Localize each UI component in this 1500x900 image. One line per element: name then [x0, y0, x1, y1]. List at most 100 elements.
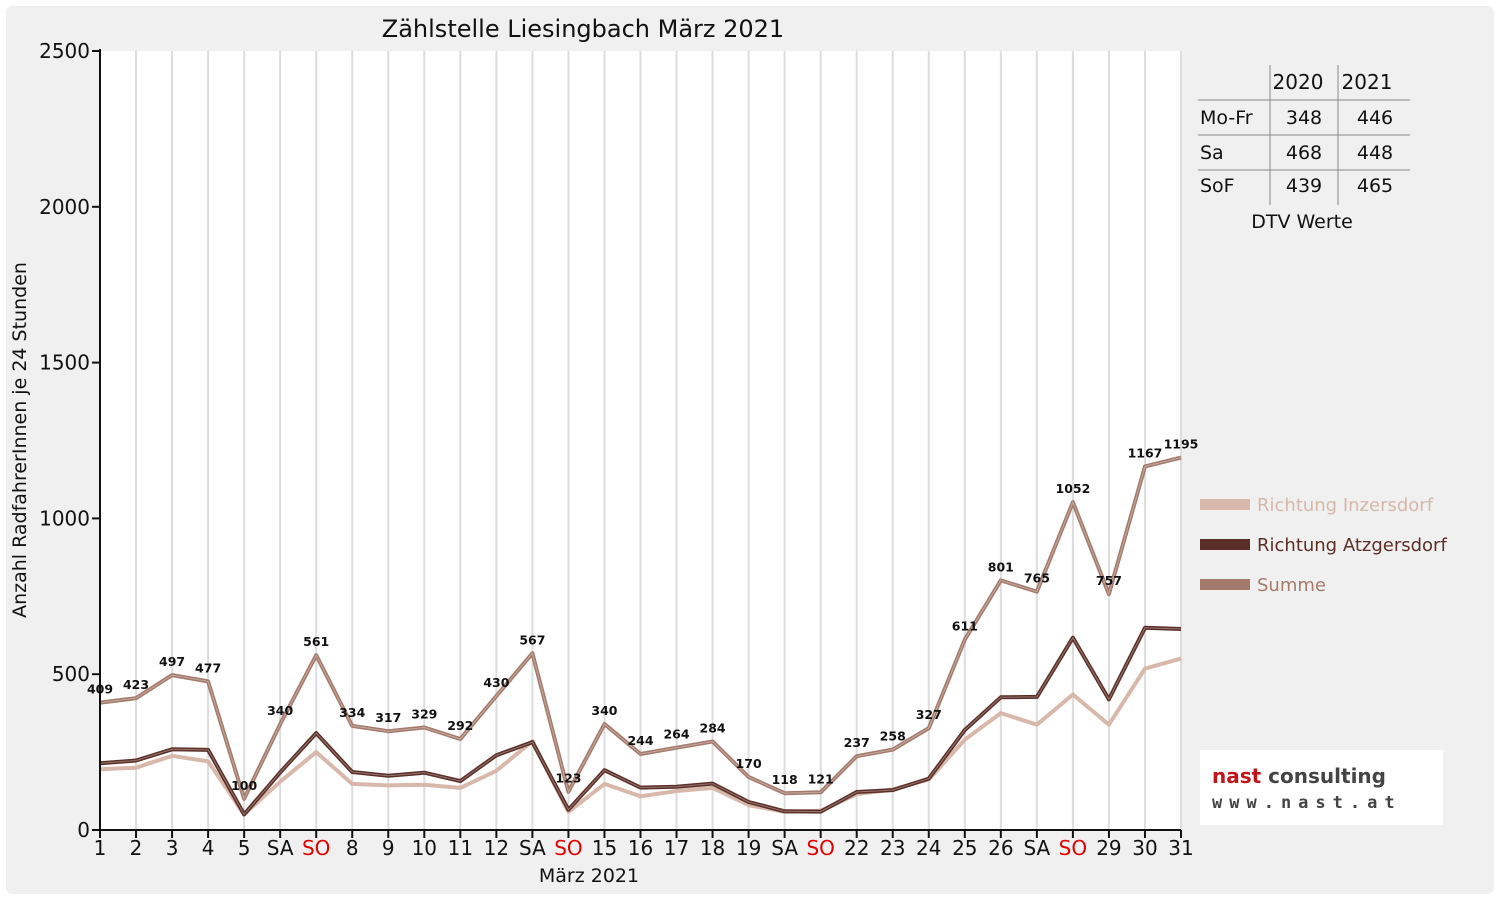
x-tick-label: SA	[771, 836, 798, 860]
legend-label: Richtung Inzersdorf	[1257, 495, 1434, 516]
x-tick-label: 11	[448, 836, 473, 860]
table-cell: 446	[1357, 107, 1393, 129]
y-tick-label: 500	[52, 662, 90, 686]
series-line-richtung-atzgersdorf	[99, 625, 1182, 817]
x-tick-label: 31	[1168, 836, 1193, 860]
legend-swatch	[1200, 579, 1250, 590]
data-label: 244	[627, 733, 653, 748]
x-tick-label: 10	[412, 836, 437, 860]
data-label: 430	[483, 675, 509, 690]
legend: Richtung Inzersdorf Richtung Atzgersdorf S…	[1200, 495, 1447, 596]
table-cell: 448	[1357, 142, 1393, 164]
data-label: 118	[772, 772, 798, 787]
x-tick-label: 2	[130, 836, 143, 860]
data-label: 317	[375, 710, 401, 725]
logo-word-nast: nast	[1212, 764, 1262, 788]
logo-url: www.nast.at	[1212, 793, 1402, 813]
table-cell: 348	[1286, 107, 1322, 129]
table-row-label: Mo-Fr	[1200, 107, 1253, 129]
nast-consulting-logo: nast consulting www.nast.at	[1200, 750, 1443, 825]
data-label: 123	[555, 771, 581, 786]
series-lines	[99, 455, 1182, 817]
table-cell: 439	[1286, 175, 1322, 197]
data-label: 284	[700, 721, 726, 736]
table-row-label: Sa	[1200, 142, 1224, 164]
x-tick-label: 26	[988, 836, 1013, 860]
data-label: 292	[447, 718, 473, 733]
dtv-table: 2020 2021 Mo-Fr 348 446 Sa 468 448 SoF 4…	[1198, 65, 1410, 233]
x-tick-label: 18	[700, 836, 725, 860]
data-label: 170	[736, 756, 762, 771]
x-tick-label: SA	[519, 836, 546, 860]
x-tick-label: 15	[592, 836, 617, 860]
x-tick-label: 24	[916, 836, 941, 860]
data-label: 423	[123, 677, 149, 692]
data-label: 497	[159, 654, 185, 669]
table-caption: DTV Werte	[1251, 211, 1353, 233]
data-label: 1167	[1128, 445, 1163, 460]
data-label: 334	[339, 705, 365, 720]
data-label: 561	[303, 634, 329, 649]
x-tick-label: 5	[238, 836, 251, 860]
x-tick-label: SO	[302, 836, 330, 860]
y-tick-label: 1500	[39, 351, 90, 375]
table-cell: 465	[1357, 175, 1393, 197]
y-tick-label: 0	[77, 818, 90, 842]
series-line-summe	[99, 455, 1182, 801]
data-label: 567	[519, 632, 545, 647]
x-tick-label: 1	[94, 836, 107, 860]
data-label: 237	[844, 735, 870, 750]
x-tick-label: 4	[202, 836, 215, 860]
data-label: 329	[411, 706, 437, 721]
x-tick-label: 3	[166, 836, 179, 860]
y-tick-labels: 0 500 1000 1500 2000 2500	[39, 39, 90, 842]
data-label: 409	[87, 682, 113, 697]
y-tick-label: 1000	[39, 506, 90, 530]
x-axis-label: März 2021	[539, 865, 639, 887]
chart-title: Zählstelle Liesingbach März 2021	[382, 15, 784, 43]
data-label: 611	[952, 619, 978, 634]
data-label: 327	[916, 707, 942, 722]
table-row-label: SoF	[1200, 175, 1235, 197]
x-tick-label: 19	[736, 836, 761, 860]
data-label: 765	[1024, 571, 1050, 586]
y-tick-label: 2500	[39, 39, 90, 63]
x-tick-label: SA	[267, 836, 294, 860]
x-tick-label: SA	[1023, 836, 1050, 860]
data-label: 1195	[1164, 437, 1199, 452]
x-tick-label: 30	[1132, 836, 1157, 860]
table-header-2021: 2021	[1342, 70, 1393, 94]
legend-label: Summe	[1257, 575, 1326, 596]
axes	[92, 49, 1182, 838]
x-tick-label: 16	[628, 836, 653, 860]
data-label: 264	[663, 727, 689, 742]
data-label: 477	[195, 660, 221, 675]
data-label: 1052	[1056, 481, 1091, 496]
legend-swatch	[1200, 539, 1250, 550]
x-tick-label: 22	[844, 836, 869, 860]
series-line-highlight	[99, 457, 1182, 801]
series-line-richtung-inzersdorf	[99, 656, 1182, 817]
data-label: 100	[231, 778, 257, 793]
table-header-2020: 2020	[1273, 70, 1324, 94]
x-tick-labels: 1 2 3 4 5 SA SO 8 9 10 11 12 SA SO 15 16 17 18 19 SA SO 22 23 2…	[94, 836, 1194, 860]
x-tick-label: SO	[554, 836, 582, 860]
x-tick-label: SO	[806, 836, 834, 860]
x-tick-label: 17	[664, 836, 689, 860]
logo-word-consulting: consulting	[1268, 764, 1386, 788]
data-label: 340	[267, 703, 293, 718]
data-label: 757	[1096, 573, 1122, 588]
x-tick-label: 23	[880, 836, 905, 860]
x-tick-label: 25	[952, 836, 977, 860]
logo-background	[1200, 750, 1443, 825]
legend-swatch	[1200, 499, 1250, 510]
x-tick-label: 29	[1096, 836, 1121, 860]
data-label: 121	[808, 771, 834, 786]
x-tick-label: 8	[346, 836, 359, 860]
y-tick-label: 2000	[39, 195, 90, 219]
table-cell: 468	[1286, 142, 1322, 164]
y-axis-label: Anzahl RadfahrerInnen je 24 Stunden	[9, 262, 31, 618]
data-label: 801	[988, 559, 1014, 574]
logo-wordmark: nast consulting	[1212, 764, 1386, 788]
